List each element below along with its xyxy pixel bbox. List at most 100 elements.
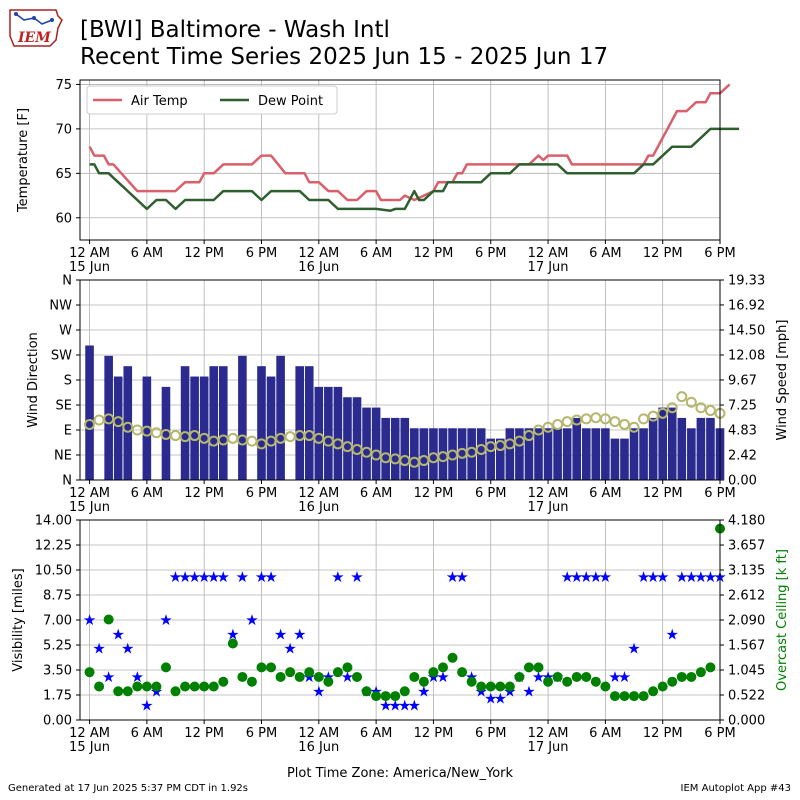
x-tick-label: 12 AM [69, 246, 110, 261]
ceiling-marker [581, 671, 592, 682]
wind-speed-bar [343, 397, 352, 480]
wind-direction-marker [685, 396, 697, 408]
x-tick-label: 12 AM [298, 246, 339, 261]
y2-tick-label: 7.25 [728, 398, 757, 413]
wind-speed-bar [438, 428, 448, 480]
visibility-marker: ★ [341, 668, 354, 686]
visibility-marker: ★ [608, 668, 621, 686]
y2-tick-label: 3.657 [728, 539, 765, 554]
wind-direction-marker [341, 441, 353, 453]
plot-frame [79, 519, 721, 721]
y-tick-label: 60 [55, 211, 72, 226]
y-tick-label: 10.50 [35, 564, 72, 579]
wind-direction-marker [666, 402, 678, 414]
iem-logo-text: IEM [18, 30, 51, 46]
visibility-marker: ★ [92, 640, 105, 658]
x-tick-label: 6 AM [131, 726, 164, 741]
x-tick-label: 12 PM [643, 726, 683, 741]
wind-speed-bar [276, 355, 285, 480]
wind-direction-marker [647, 410, 659, 422]
visibility-marker: ★ [656, 568, 669, 586]
wind-speed-bar [467, 428, 476, 480]
wind-speed-bar [390, 417, 400, 480]
x-day-label: 16 Jun [298, 740, 339, 755]
ceiling-marker [657, 681, 668, 692]
wind-speed-bar [667, 407, 677, 480]
wind-direction-marker [580, 413, 592, 425]
wind-speed-bar [209, 366, 219, 480]
x-tick-label: 6 AM [131, 486, 164, 501]
wind-direction-marker [246, 435, 258, 447]
visibility-marker: ★ [522, 682, 535, 700]
ceiling-marker [170, 686, 181, 697]
visibility-marker: ★ [570, 568, 583, 586]
x-day-label: 15 Jun [69, 500, 110, 515]
wind-speed-bar [629, 428, 639, 480]
wind-direction-marker [638, 413, 650, 425]
ceiling-marker [342, 662, 353, 673]
wind-direction-marker [676, 391, 688, 403]
y-tick-label: 14.00 [35, 514, 72, 529]
x-day-label: 17 Jun [528, 740, 569, 755]
wind-direction-marker [513, 435, 525, 447]
wind-direction-marker [313, 432, 325, 444]
wind-direction-marker [609, 416, 621, 428]
wind-speed-bar [505, 428, 515, 480]
x-tick-label: 6 PM [475, 246, 506, 261]
wind-direction-marker [332, 438, 344, 450]
wind-speed-bar [572, 417, 582, 480]
x-tick-label: 6 AM [589, 726, 622, 741]
visibility-marker: ★ [236, 568, 249, 586]
wind-speed-bar [142, 376, 152, 480]
ceiling-marker [523, 662, 534, 673]
wind-speed-bar [190, 376, 199, 480]
visibility-marker: ★ [560, 568, 573, 586]
x-day-label: 16 Jun [298, 260, 339, 275]
y2-tick-label: 9.67 [728, 373, 757, 388]
y2-tick-label: 2.42 [728, 448, 757, 463]
y2-tick-label: 12.08 [728, 349, 765, 364]
y-tick-label: 12.25 [35, 539, 72, 554]
visibility-marker: ★ [446, 568, 459, 586]
x-tick-label: 6 AM [360, 726, 393, 741]
ceiling-marker [686, 671, 697, 682]
visibility-marker: ★ [121, 640, 134, 658]
x-tick-label: 6 PM [475, 726, 506, 741]
y-tick-label: 75 [55, 78, 72, 93]
y-tick-label: 8.75 [43, 589, 72, 604]
y-tick-label: N [62, 274, 72, 289]
x-tick-label: 12 PM [414, 486, 454, 501]
visibility-marker: ★ [178, 568, 191, 586]
ceiling-marker [667, 676, 678, 687]
ceiling-marker [180, 681, 191, 692]
ceiling-marker [399, 686, 410, 697]
ceiling-marker [380, 691, 391, 702]
ceiling-marker [285, 667, 296, 678]
wind-direction-marker [103, 413, 115, 425]
visibility-marker: ★ [350, 568, 363, 586]
ceiling-marker [648, 686, 659, 697]
wind-direction-marker [170, 430, 182, 442]
wind-speed-bar [543, 428, 553, 480]
wind-direction-marker [552, 418, 564, 430]
y-tick-label: E [64, 424, 72, 439]
x-tick-label: 12 PM [184, 726, 224, 741]
wind-direction-marker [265, 435, 277, 447]
visibility-marker: ★ [131, 668, 144, 686]
wind-direction-marker [533, 424, 545, 436]
ceiling-marker [237, 671, 248, 682]
visibility-marker: ★ [484, 690, 497, 708]
visibility-marker: ★ [226, 625, 239, 643]
legend-box [86, 85, 338, 115]
visibility-marker: ★ [293, 625, 306, 643]
wind-direction-marker [112, 416, 124, 428]
x-tick-label: 12 PM [414, 246, 454, 261]
ceiling-marker [208, 681, 219, 692]
ceiling-marker [266, 662, 277, 673]
wind-direction-marker [628, 421, 640, 433]
wind-speed-bar [648, 417, 658, 480]
wind-direction-marker [504, 438, 516, 450]
wind-speed-bar [180, 366, 190, 480]
wind-speed-bar [85, 345, 94, 480]
y2-tick-label: 1.567 [728, 639, 765, 654]
